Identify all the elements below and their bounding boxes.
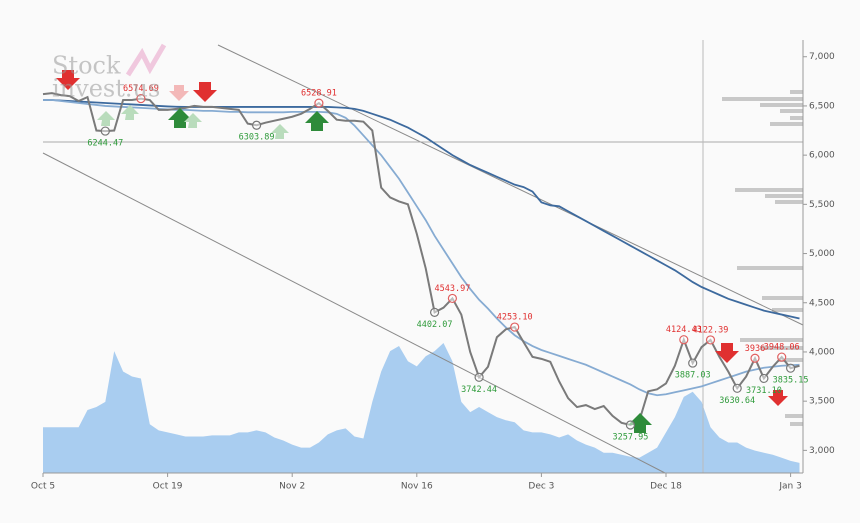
- pivot-marker: [100, 126, 110, 136]
- pivot-label: 3936: [745, 344, 765, 354]
- annotations: 6244.47 6574.69 6303.89 6528.91 4402.07 4543.…: [87, 84, 808, 442]
- y-tick-label: 6,000: [809, 151, 835, 161]
- y-tick-label: 3,000: [809, 446, 835, 456]
- pivot-label: 3835.15: [773, 376, 809, 386]
- logo-mark: [125, 43, 167, 77]
- pivot-marker: [785, 363, 796, 373]
- pivot-marker: [679, 335, 689, 345]
- pivot-label: 3257.95: [612, 432, 648, 442]
- pivot-label: 4402.07: [417, 320, 453, 330]
- pivot-label: 4122.39: [693, 325, 729, 335]
- pivot-label: 6574.69: [123, 84, 159, 94]
- pivot-label: 3887.03: [675, 371, 711, 381]
- x-tick-label: Oct 5: [31, 482, 55, 492]
- pivot-marker: [777, 352, 787, 362]
- y-tick-label: 6,500: [809, 101, 835, 111]
- pivot-marker: [759, 373, 769, 384]
- pivot-marker: [447, 293, 457, 304]
- pivot-marker: [732, 383, 742, 393]
- price-line: [42, 92, 800, 427]
- pivot-label: 3731.10: [746, 386, 782, 396]
- pivot-marker: [474, 372, 484, 382]
- logo: Stock invest.us: [52, 43, 167, 103]
- y-tick-label: 7,000: [809, 52, 835, 62]
- x-tick-label: Nov 16: [401, 482, 433, 492]
- pivot-marker: [625, 420, 636, 430]
- signal-arrows: [56, 70, 788, 433]
- volume-area: [43, 343, 800, 473]
- pivot-marker: [688, 358, 698, 368]
- x-tick-label: Oct 19: [153, 482, 183, 492]
- pivot-marker: [430, 307, 440, 317]
- trend-lines: [42, 40, 804, 474]
- x-tick-label: Jan 3: [778, 482, 801, 492]
- x-tick-label: Dec 18: [650, 482, 682, 492]
- pivot-marker: [750, 353, 760, 363]
- logo-line2: invest.us: [52, 75, 160, 103]
- logo-line1: Stock: [52, 52, 121, 80]
- pivot-label: 3742.44: [461, 385, 497, 395]
- volume-profile: [722, 90, 803, 426]
- pivot-label: 4124.43: [666, 325, 702, 335]
- pivot-marker: [705, 335, 716, 345]
- x-tick-label: Dec 3: [528, 482, 554, 492]
- y-tick-label: 3,500: [809, 397, 835, 407]
- pivot-marker: [510, 322, 520, 332]
- pivot-marker: [314, 98, 324, 108]
- pivot-label: 6244.47: [87, 139, 123, 149]
- pivot-marker: [252, 120, 262, 130]
- pivot-label: 6303.89: [239, 133, 275, 143]
- y-tick-label: 4,000: [809, 347, 835, 357]
- y-tick-label: 4,500: [809, 298, 835, 308]
- pivot-label: 6528.91: [301, 89, 337, 99]
- lines-layer: [42, 92, 800, 427]
- volume-layer: [43, 343, 800, 473]
- pivot-label: 4253.10: [497, 313, 533, 323]
- moving-average-line: [43, 99, 800, 320]
- pivot-marker: [136, 93, 146, 104]
- y-tick-label: 5,000: [809, 249, 835, 259]
- pivot-label: 3630.64: [719, 396, 755, 406]
- pivot-label: 4543.97: [434, 284, 470, 294]
- x-tick-label: Nov 2: [279, 482, 305, 492]
- pivot-label: 3948.06: [764, 343, 800, 353]
- y-tick-label: 5,500: [809, 200, 835, 210]
- axis-ticks: 3,000 3,500 4,000 4,500 5,000 5,500 6,000 6,500…: [31, 52, 835, 491]
